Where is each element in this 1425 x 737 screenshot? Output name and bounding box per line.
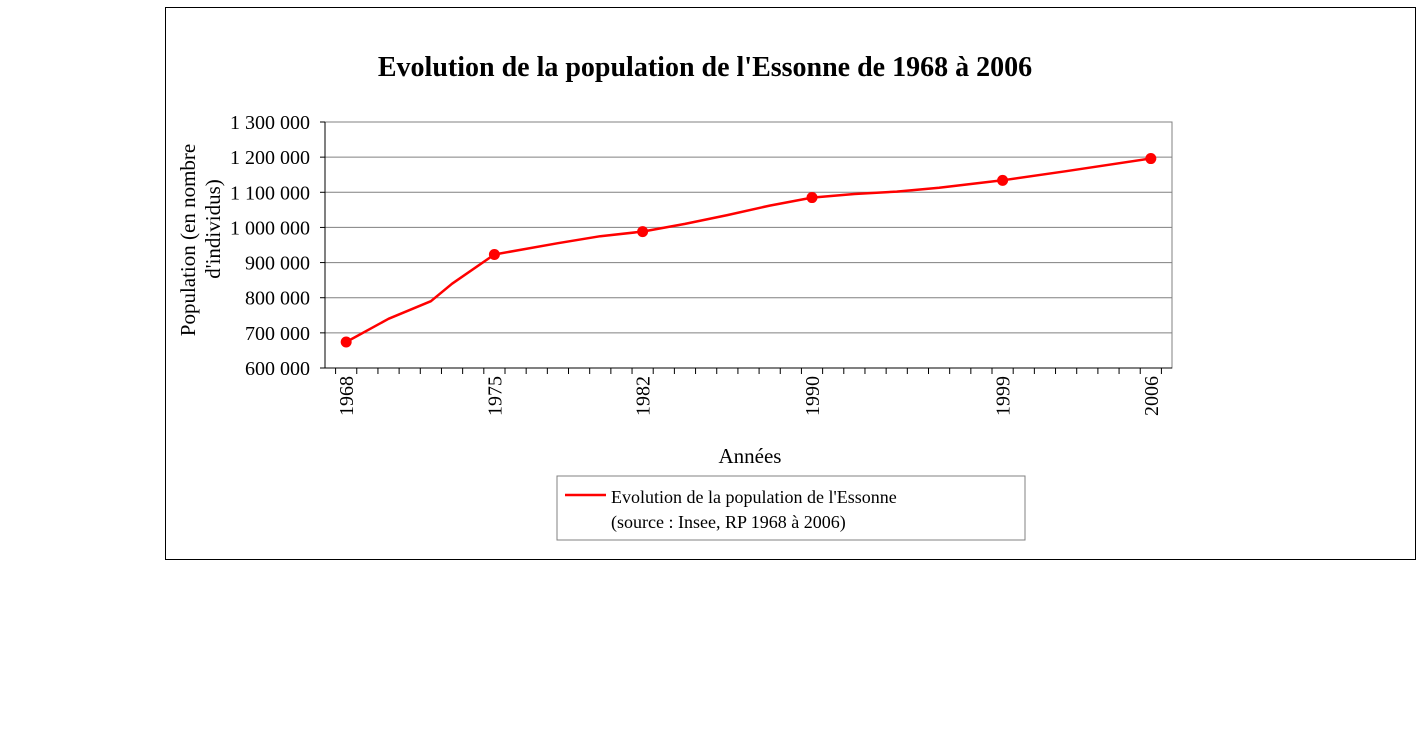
x-axis: 1968 1975 1982 1990 1999 2006	[325, 367, 1172, 416]
data-point	[1145, 153, 1157, 165]
y-axis-label-line-1: Population (en nombre	[176, 144, 200, 336]
y-axis-label-line-2: d'individus)	[201, 179, 225, 278]
series-layer	[340, 153, 1157, 348]
y-tick-label: 600 000	[245, 358, 310, 380]
y-axis: 600 000 700 000 800 000 900 000 1 000 000 1 1…	[230, 112, 326, 380]
y-tick-label: 800 000	[245, 288, 310, 310]
gridlines	[325, 156, 1172, 334]
x-tick-label: 1999	[993, 376, 1015, 416]
legend-entry-line-2: (source : Insee, RP 1968 à 2006)	[611, 512, 846, 533]
y-tick-label: 1 300 000	[230, 112, 310, 134]
y-tick-label: 900 000	[245, 253, 310, 275]
data-point	[488, 248, 500, 260]
legend: Evolution de la population de l'Essonne …	[556, 475, 1026, 541]
x-tick-label: 2006	[1141, 376, 1163, 416]
data-point	[997, 174, 1009, 186]
x-tick-label: 1968	[336, 376, 358, 416]
legend-box	[556, 475, 1026, 541]
series-line	[345, 157, 1151, 344]
data-point	[806, 192, 818, 204]
data-point	[340, 336, 352, 348]
data-point	[637, 226, 649, 238]
y-tick-label: 1 200 000	[230, 147, 310, 169]
x-tick-label: 1990	[802, 376, 824, 416]
x-axis-label: Années	[719, 444, 782, 468]
x-tick-label: 1975	[484, 376, 506, 416]
x-tick-label: 1982	[633, 376, 655, 416]
legend-entry-line-1: Evolution de la population de l'Essonne	[611, 487, 897, 507]
y-tick-label: 1 000 000	[230, 217, 310, 239]
y-tick-label: 700 000	[245, 323, 310, 345]
y-tick-label: 1 100 000	[230, 182, 310, 204]
plot-area	[324, 121, 1173, 369]
chart-title: Evolution de la population de l'Essonne …	[378, 52, 1032, 83]
